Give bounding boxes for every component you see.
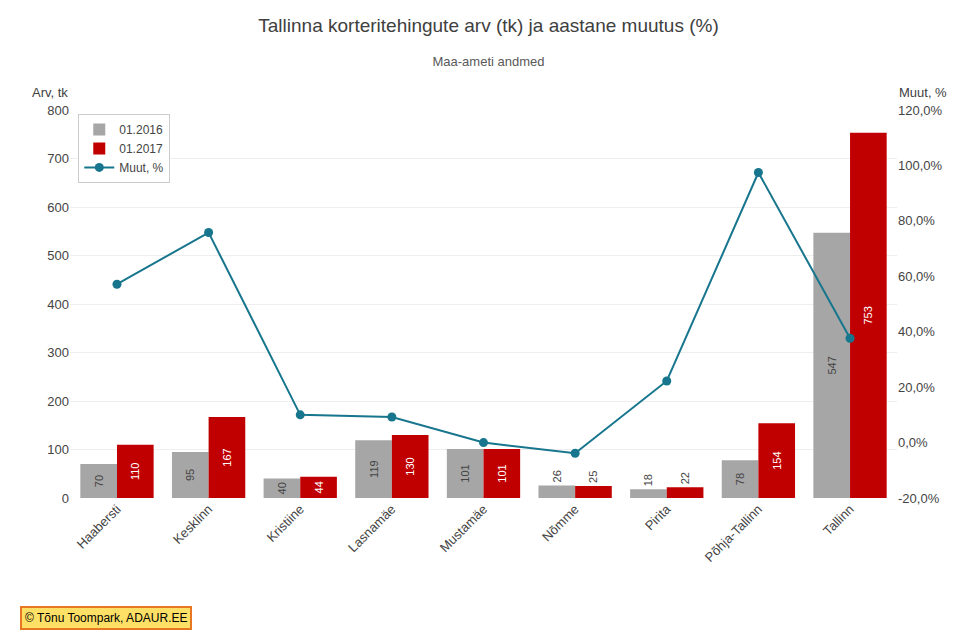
- svg-text:40,0%: 40,0%: [898, 324, 935, 339]
- svg-text:0: 0: [62, 491, 69, 506]
- svg-text:Tallinna korteritehingute arv: Tallinna korteritehingute arv (tk) ja aa…: [258, 15, 718, 36]
- svg-text:Maa-ameti andmed: Maa-ameti andmed: [433, 54, 545, 69]
- svg-text:44: 44: [313, 481, 325, 493]
- svg-text:Muut, %: Muut, %: [119, 161, 163, 175]
- svg-text:26: 26: [551, 470, 563, 482]
- svg-text:500: 500: [47, 248, 69, 263]
- svg-text:Kristiine: Kristiine: [264, 502, 307, 545]
- svg-text:80,0%: 80,0%: [898, 213, 935, 228]
- svg-text:547: 547: [826, 356, 838, 374]
- svg-text:101: 101: [459, 464, 471, 482]
- svg-text:119: 119: [368, 460, 380, 478]
- svg-text:Lasnamäe: Lasnamäe: [345, 502, 399, 556]
- svg-text:400: 400: [47, 297, 69, 312]
- svg-text:167: 167: [221, 448, 233, 466]
- svg-text:25: 25: [587, 471, 599, 483]
- svg-text:Muut, %: Muut, %: [899, 85, 947, 100]
- svg-text:22: 22: [679, 472, 691, 484]
- svg-text:95: 95: [184, 469, 196, 481]
- svg-text:Põhja-Tallinn: Põhja-Tallinn: [702, 502, 765, 565]
- svg-text:01.2016: 01.2016: [119, 123, 163, 137]
- svg-text:18: 18: [642, 474, 654, 486]
- svg-text:78: 78: [734, 473, 746, 485]
- svg-text:100: 100: [47, 442, 69, 457]
- svg-text:70: 70: [93, 475, 105, 487]
- svg-text:Tallinn: Tallinn: [820, 502, 857, 539]
- svg-text:110: 110: [129, 463, 141, 481]
- svg-text:101: 101: [496, 464, 508, 482]
- svg-text:130: 130: [404, 457, 416, 475]
- svg-text:Mustamäe: Mustamäe: [437, 502, 491, 556]
- svg-text:40: 40: [276, 482, 288, 494]
- svg-text:800: 800: [47, 103, 69, 118]
- svg-text:700: 700: [47, 151, 69, 166]
- svg-text:753: 753: [862, 306, 874, 324]
- svg-text:Arv, tk: Arv, tk: [32, 85, 68, 100]
- svg-text:154: 154: [771, 451, 783, 469]
- svg-text:200: 200: [47, 394, 69, 409]
- svg-text:600: 600: [47, 200, 69, 215]
- svg-text:60,0%: 60,0%: [898, 269, 935, 284]
- svg-text:20,0%: 20,0%: [898, 380, 935, 395]
- svg-text:300: 300: [47, 345, 69, 360]
- svg-text:© Tõnu Toompark, ADAUR.EE: © Tõnu Toompark, ADAUR.EE: [25, 611, 187, 625]
- svg-text:Haabersti: Haabersti: [74, 502, 124, 552]
- svg-text:Nõmme: Nõmme: [539, 502, 582, 545]
- svg-text:Pirita: Pirita: [642, 501, 674, 533]
- svg-text:100,0%: 100,0%: [898, 158, 943, 173]
- svg-text:-20,0%: -20,0%: [898, 491, 940, 506]
- svg-text:120,0%: 120,0%: [898, 103, 943, 118]
- svg-text:Kesklinn: Kesklinn: [170, 502, 215, 547]
- svg-text:01.2017: 01.2017: [119, 142, 163, 156]
- svg-text:0,0%: 0,0%: [898, 435, 928, 450]
